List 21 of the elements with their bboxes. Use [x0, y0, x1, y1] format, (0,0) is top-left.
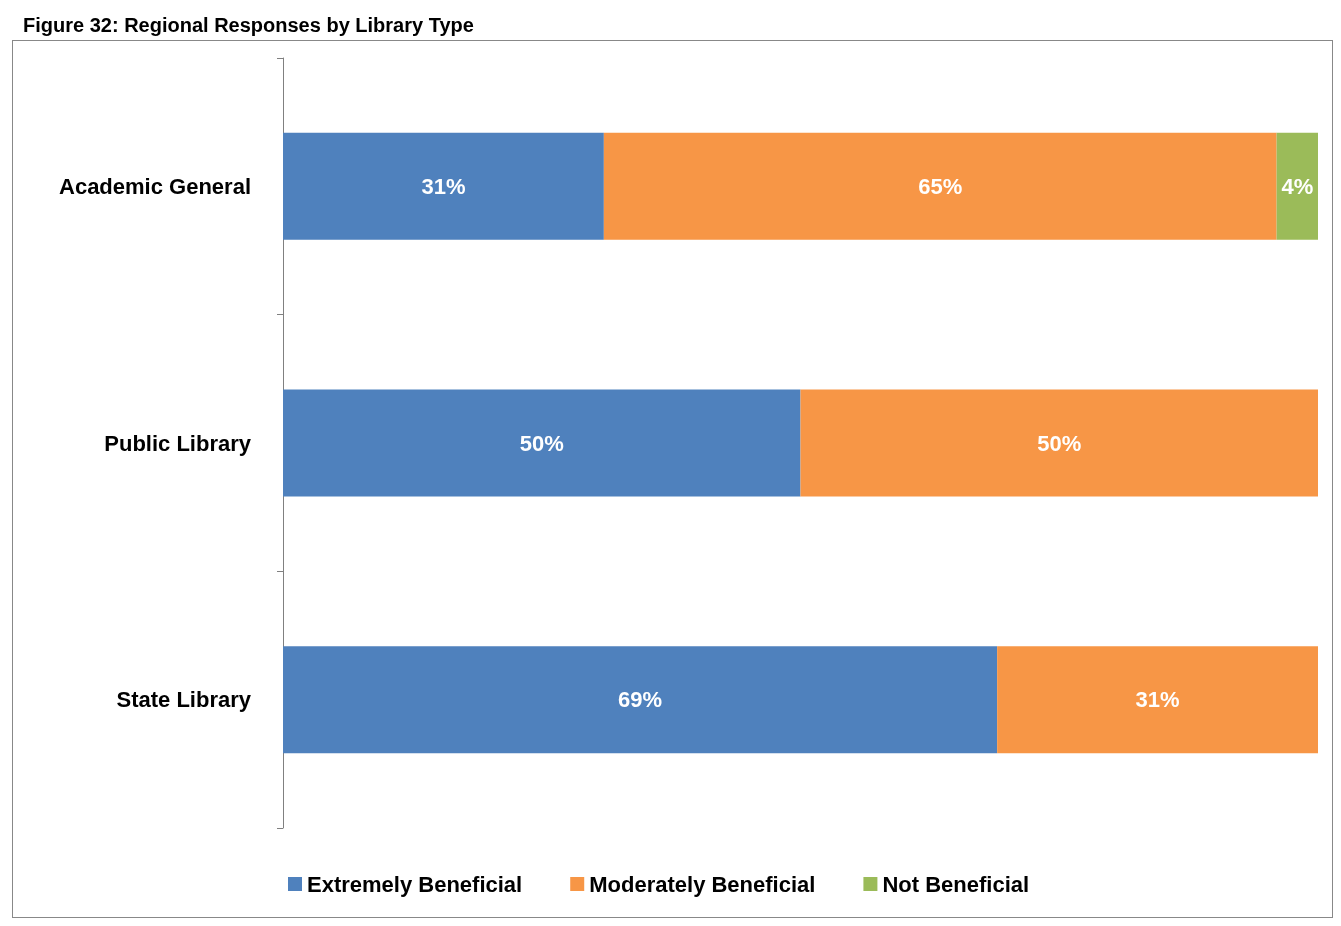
chart-title: Figure 32: Regional Responses by Library Type — [23, 14, 474, 36]
data-label: 50% — [519, 430, 564, 456]
bar — [800, 389, 1318, 497]
bar — [283, 132, 604, 240]
data-label: 31% — [421, 173, 466, 199]
data-label: 50% — [1037, 430, 1082, 456]
legend-label: Extremely Beneficial — [307, 871, 523, 897]
legend-label: Moderately Beneficial — [589, 871, 816, 897]
data-label: 31% — [1135, 687, 1180, 713]
data-label: 65% — [918, 173, 963, 199]
y-tick-label: Public Library — [104, 430, 252, 456]
bar — [603, 132, 1277, 240]
data-label: 69% — [618, 687, 663, 713]
bar — [997, 646, 1318, 754]
bar — [1276, 132, 1318, 240]
legend-label: Not Beneficial — [882, 871, 1030, 897]
bar — [283, 646, 998, 754]
data-label: 4% — [1281, 173, 1314, 199]
y-tick-label: State Library — [116, 687, 252, 713]
y-tick-label: Academic General — [59, 173, 251, 199]
bar — [283, 389, 801, 497]
